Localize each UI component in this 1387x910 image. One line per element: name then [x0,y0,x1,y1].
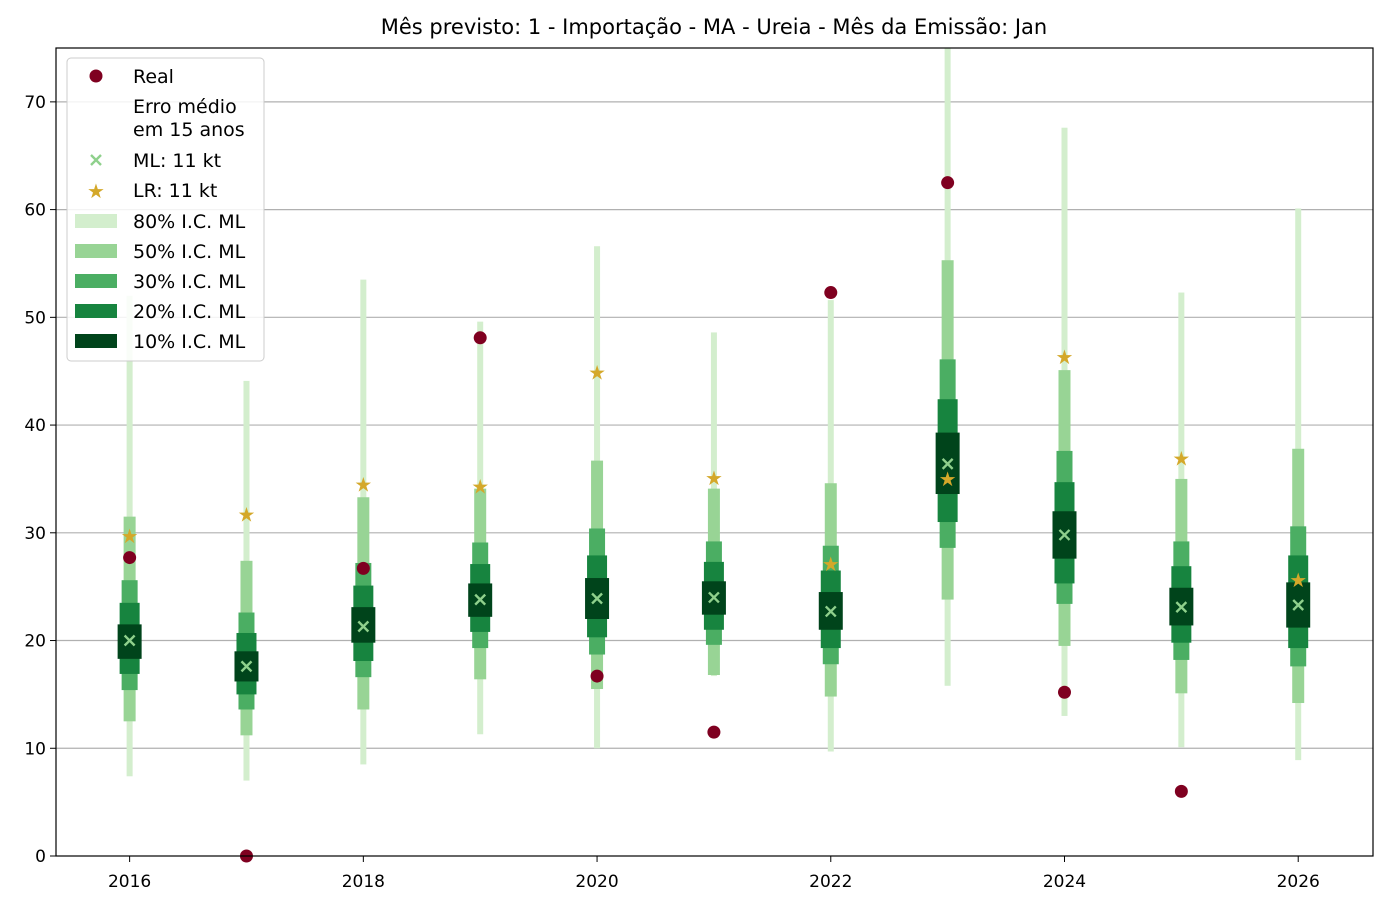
intervals [117,48,1311,781]
legend-erro-1: Erro médio [133,96,237,118]
lr-point: ★ [1056,345,1074,369]
y-tick-label: 20 [24,632,46,652]
legend-lr-marker: ★ [87,179,105,203]
legend-ci50-swatch [75,244,117,258]
x-tick-label: 2018 [342,872,385,892]
ml-point [123,634,136,647]
legend-ci80: 80% I.C. ML [133,211,246,233]
markers: ★ ★ ★ ★ ★ ★ ★ ★ ★ ★ ★ [121,176,1307,863]
y-tick-label: 40 [24,416,46,436]
real-point [707,725,721,739]
legend-ci30-swatch [75,274,117,288]
x-tick-label: 2026 [1277,872,1320,892]
y-tick-label: 30 [24,524,46,544]
lr-point: ★ [1172,446,1190,470]
ml-point [357,620,370,633]
lr-point: ★ [471,474,489,498]
lr-point: ★ [588,360,606,384]
ml-point [474,593,487,606]
real-point [1174,784,1188,798]
ml-point [240,660,253,673]
ml-point [1292,599,1305,611]
legend-ml-marker [90,154,102,166]
real-point [590,669,604,683]
y-tick-label: 60 [24,201,46,221]
lr-point: ★ [939,467,957,491]
x-tick-label: 2022 [809,872,852,892]
lr-point: ★ [121,524,139,548]
x-tick-label: 2024 [1043,872,1086,892]
lr-point: ★ [822,552,840,576]
legend-ci10-swatch [75,334,117,348]
legend-ci50: 50% I.C. ML [133,241,246,263]
lr-point: ★ [354,472,372,496]
legend-real-marker [89,69,103,83]
y-tick-label: 0 [35,847,46,867]
axis-ticks: 0 10 20 30 40 50 60 70 2016 2018 2020 2022 2024 2026 [24,93,1319,892]
ml-point [941,458,954,470]
legend-ml: ML: 11 kt [133,150,221,172]
legend-ci20-swatch [75,304,117,318]
real-point [473,331,487,345]
real-point [824,286,838,300]
legend: Real Erro médio em 15 anos ML: 11 kt ★ L… [66,57,265,362]
chart-title: Mês previsto: 1 - Importação - MA - Urei… [381,15,1047,39]
real-point [1057,685,1071,699]
lr-point: ★ [1289,568,1307,592]
legend-ci80-swatch [75,214,117,228]
lr-point: ★ [238,502,256,526]
x-tick-label: 2016 [108,872,151,892]
ml-point [1175,601,1188,613]
legend-ci20: 20% I.C. ML [133,301,246,323]
legend-ci10: 10% I.C. ML [133,331,246,353]
legend-ci30: 30% I.C. ML [133,271,246,293]
legend-lr: LR: 11 kt [133,180,217,202]
y-tick-label: 70 [24,93,46,113]
legend-real: Real [133,66,174,88]
lr-point: ★ [705,466,723,490]
y-tick-label: 50 [24,308,46,328]
x-tick-label: 2020 [575,872,618,892]
real-point [356,561,370,575]
legend-erro-2: em 15 anos [133,119,245,141]
ml-point [1058,529,1071,541]
real-point [123,551,137,565]
y-tick-label: 10 [24,739,46,759]
real-point [941,176,955,190]
ml-point [591,592,603,605]
ml-point [708,591,720,604]
ml-point [824,605,837,618]
plot-frame [55,47,1374,857]
